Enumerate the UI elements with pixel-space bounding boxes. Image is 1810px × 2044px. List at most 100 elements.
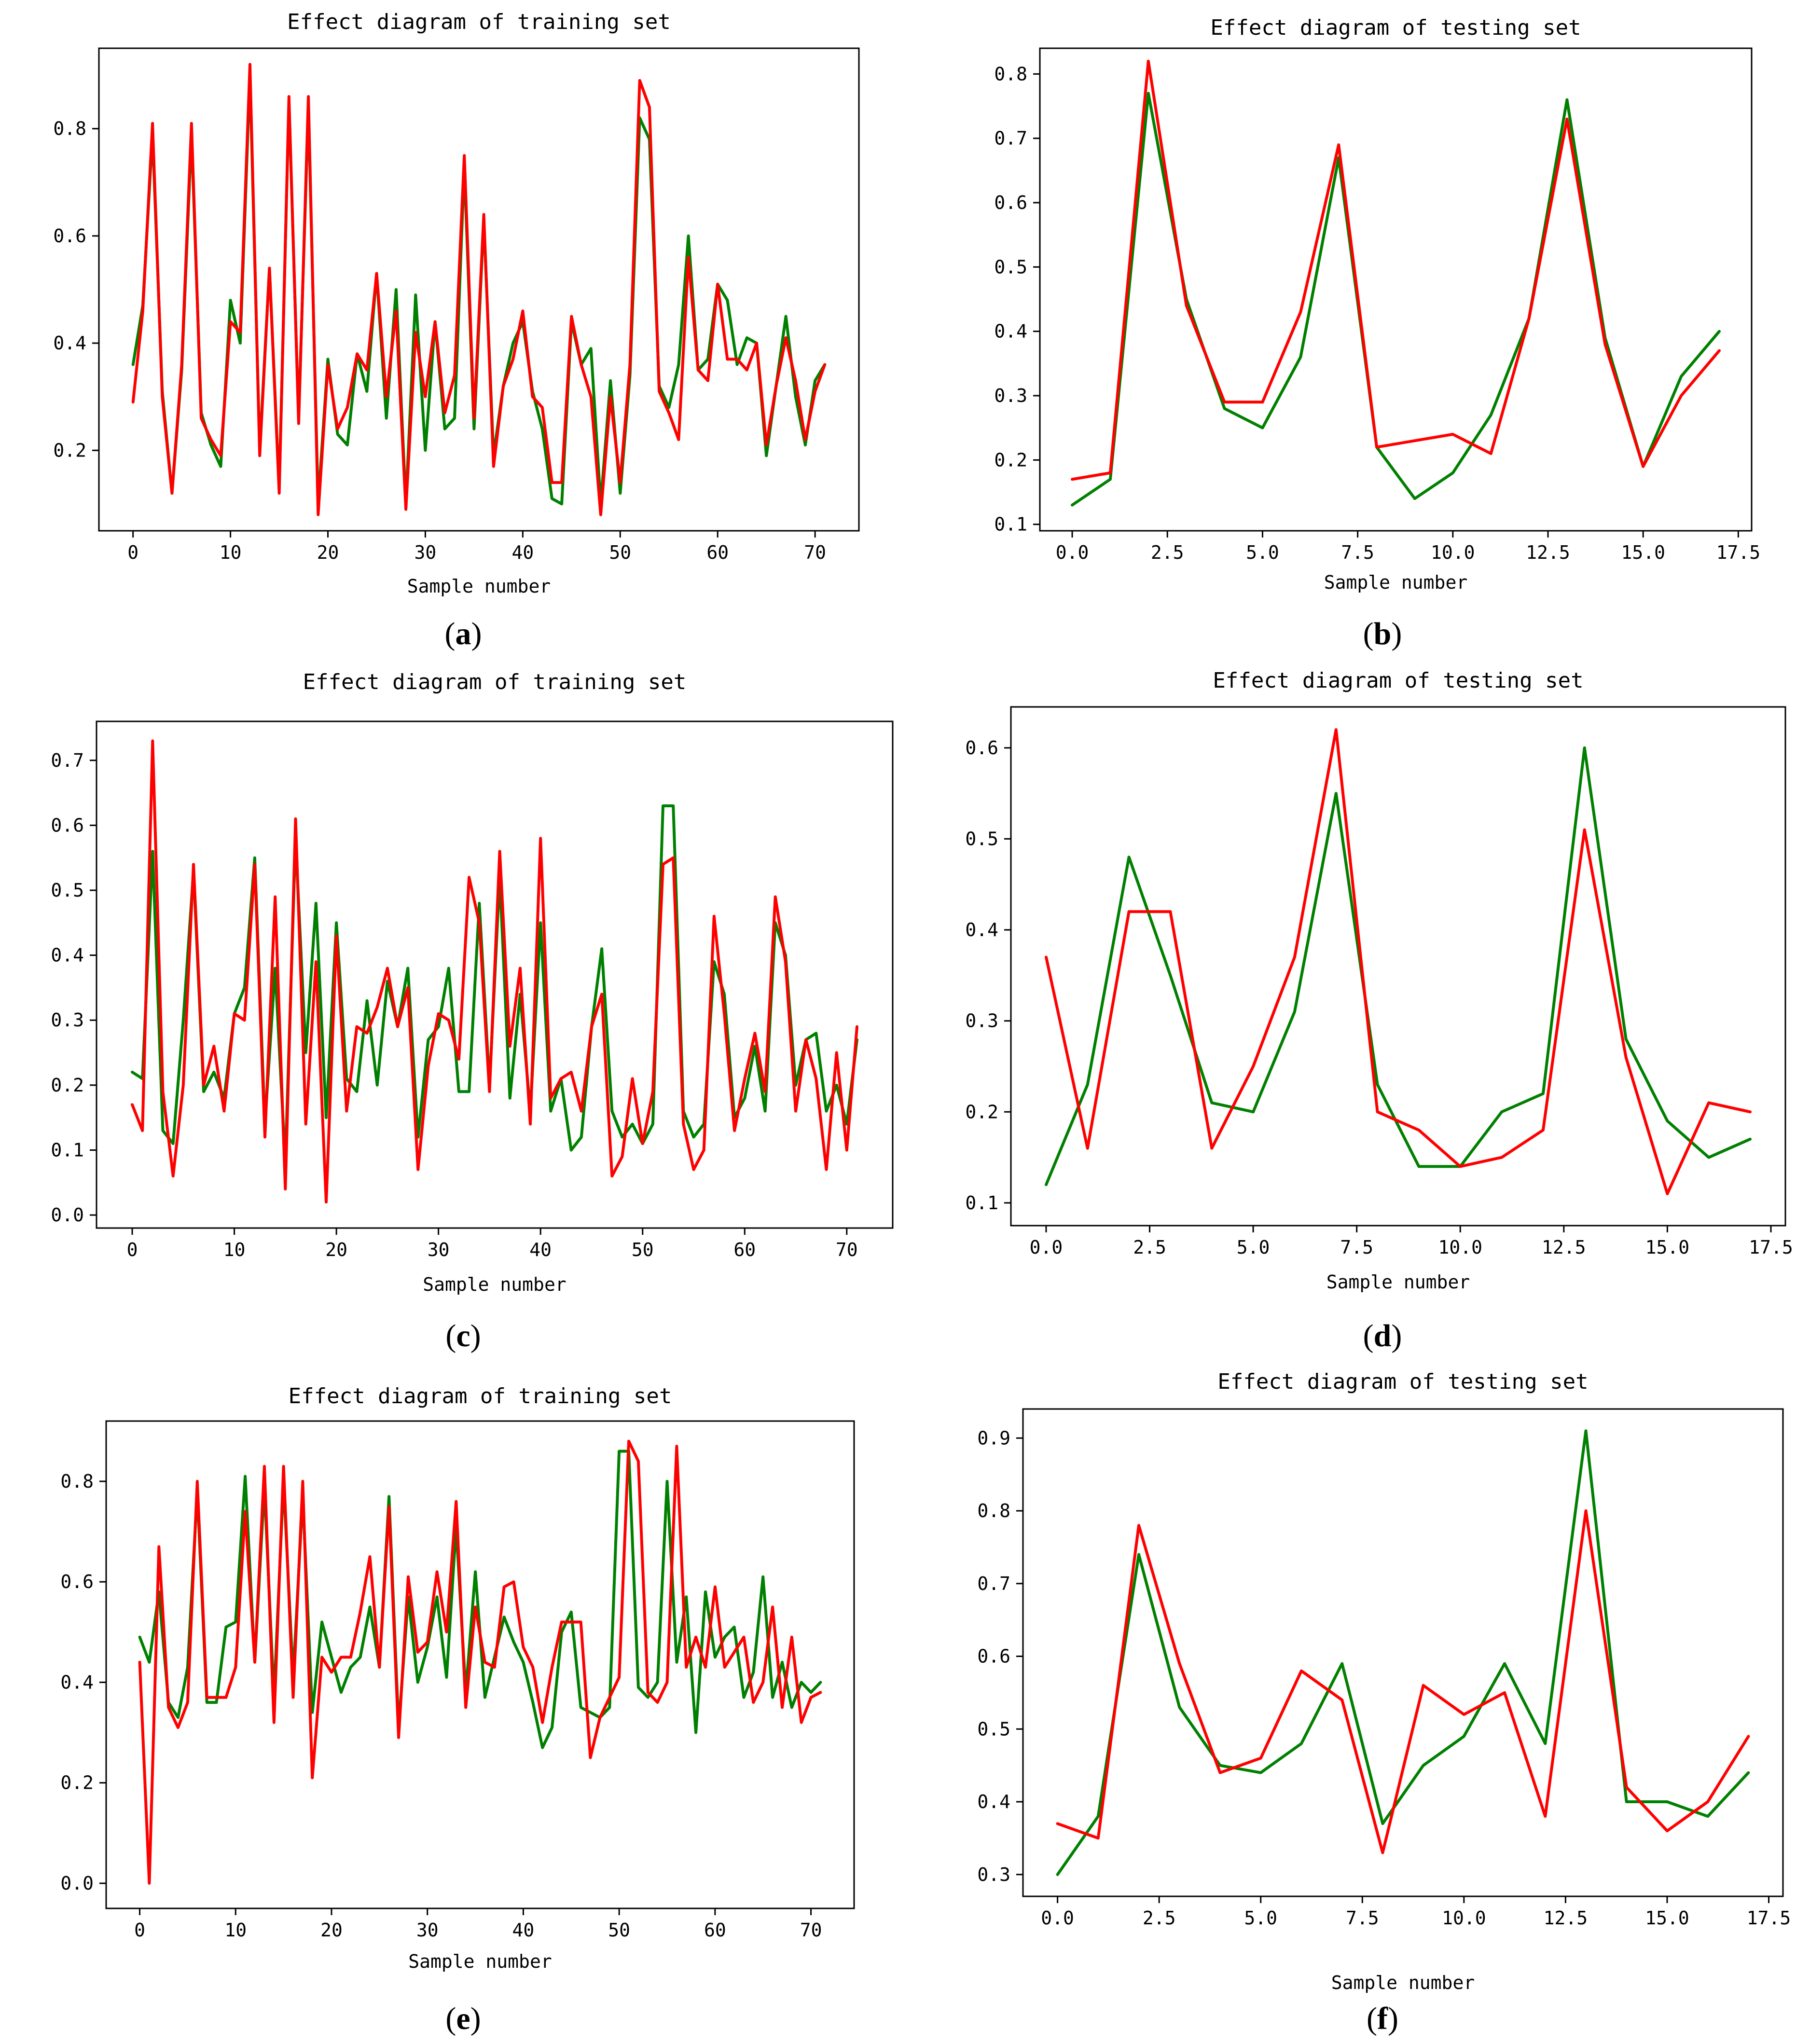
series-line-predicted	[131, 739, 858, 1204]
y-tick-label: 0.5	[51, 880, 84, 901]
y-tick-label: 0.6	[965, 737, 998, 759]
panel-letter: e	[456, 2001, 470, 2036]
x-tick-label: 50	[608, 1920, 630, 1941]
y-tick-label: 0.2	[51, 1075, 84, 1096]
x-axis-label: Sample number	[423, 1274, 566, 1295]
y-tick-label: 0.8	[60, 1471, 94, 1492]
y-tick-label: 0.4	[53, 332, 86, 354]
plot-frame	[98, 47, 860, 532]
x-axis-label: Sample number	[1331, 1972, 1475, 1993]
x-tick-label: 17.5	[1747, 1907, 1791, 1929]
panel-label: (e)	[445, 2001, 481, 2036]
y-tick-label: 0.4	[994, 321, 1027, 342]
x-tick-label: 0.0	[1041, 1907, 1074, 1929]
chart-title: Effect diagram of training set	[303, 670, 687, 694]
chart-panel-f: Effect diagram of testing set 0.0 2.5 5.0 7.…	[977, 1369, 1791, 2036]
plot-frame	[1022, 1408, 1784, 1897]
y-tick-label: 0.8	[53, 118, 86, 139]
series-line-predicted	[1045, 728, 1752, 1195]
x-tick-label: 15.0	[1621, 542, 1665, 563]
y-tick-label: 0.6	[53, 225, 86, 247]
x-tick-label: 5.0	[1246, 542, 1279, 563]
y-tick-label: 0.7	[994, 128, 1027, 149]
x-tick-label: 7.5	[1346, 1907, 1379, 1929]
series-line-predicted	[1056, 1509, 1750, 1854]
x-tick-label: 15.0	[1645, 1237, 1690, 1258]
x-tick-label: 70	[836, 1239, 858, 1260]
plot-area	[1071, 59, 1721, 507]
plot-area	[131, 739, 858, 1204]
x-tick-label: 70	[800, 1920, 822, 1941]
x-tick-label: 0	[127, 542, 138, 563]
x-tick-label: 20	[325, 1239, 347, 1260]
x-tick-label: 20	[317, 542, 339, 563]
y-tick-label: 0.1	[994, 514, 1027, 535]
x-tick-label: 15.0	[1645, 1907, 1689, 1929]
y-tick-label: 0.5	[977, 1718, 1010, 1740]
y-tick-label: 0.4	[977, 1791, 1010, 1812]
x-tick-label: 30	[416, 1920, 439, 1941]
panel-label: (a)	[445, 616, 482, 651]
x-tick-label: 12.5	[1544, 1907, 1588, 1929]
chart-panel-d: Effect diagram of testing set 0.0 2.5 5.0 7.…	[965, 668, 1793, 1353]
plot-area	[1045, 728, 1752, 1195]
y-tick-label: 0.5	[994, 256, 1027, 277]
y-tick-label: 0.5	[965, 828, 998, 849]
chart-title: Effect diagram of testing set	[1213, 668, 1583, 693]
x-tick-label: 12.5	[1542, 1237, 1586, 1258]
y-tick-label: 0.3	[51, 1009, 84, 1031]
x-tick-label: 10	[223, 1239, 246, 1260]
plot-frame	[1039, 47, 1753, 532]
y-tick-label: 0.0	[60, 1873, 94, 1894]
y-tick-label: 0.4	[965, 919, 998, 940]
plot-frame	[105, 1420, 855, 1909]
y-tick-label: 0.4	[51, 945, 84, 966]
chart-panel-e: Effect diagram of training set 0 10 20 30 40 5…	[60, 1384, 855, 2036]
plot-area	[138, 1439, 822, 1885]
panel-letter: a	[456, 616, 471, 651]
x-tick-label: 5.0	[1244, 1907, 1277, 1929]
panel-letter: d	[1374, 1318, 1392, 1353]
y-tick-label: 0.6	[51, 815, 84, 836]
y-tick-label: 0.2	[60, 1772, 94, 1794]
x-tick-label: 30	[428, 1239, 450, 1260]
y-tick-label: 0.1	[965, 1192, 998, 1214]
x-tick-label: 10	[224, 1920, 247, 1941]
y-tick-label: 0.3	[965, 1010, 998, 1032]
panel-label: (c)	[445, 1318, 481, 1353]
chart-panel-b: Effect diagram of testing set 0.0 2.5 5.0 7.…	[994, 15, 1760, 651]
chart-panel-c: Effect diagram of training set 0 10 20 30 40 5…	[51, 670, 894, 1353]
x-tick-label: 2.5	[1143, 1907, 1176, 1929]
y-tick-label: 0.8	[977, 1500, 1010, 1521]
y-tick-label: 0.8	[994, 63, 1027, 84]
y-tick-label: 0.2	[53, 440, 86, 461]
chart-panel-a: Effect diagram of training set 0 10 20 30 40 5…	[53, 10, 860, 651]
x-tick-label: 70	[804, 542, 826, 563]
panel-label: (f)	[1367, 2001, 1398, 2036]
x-tick-label: 7.5	[1340, 1237, 1373, 1258]
x-tick-label: 5.0	[1237, 1237, 1270, 1258]
x-axis-label: Sample number	[1326, 1271, 1470, 1293]
plot-frame	[1010, 706, 1786, 1227]
y-tick-label: 0.4	[60, 1671, 94, 1693]
x-tick-label: 2.5	[1151, 542, 1184, 563]
x-tick-label: 50	[632, 1239, 654, 1260]
series-line-predicted	[138, 1439, 822, 1885]
x-tick-label: 0	[127, 1239, 138, 1260]
y-tick-label: 0.6	[994, 192, 1027, 213]
y-tick-label: 0.7	[51, 750, 84, 771]
series-line-predicted	[1071, 59, 1721, 481]
panel-label: (d)	[1363, 1318, 1402, 1353]
series-line-predicted	[131, 63, 827, 516]
y-tick-label: 0.3	[994, 385, 1027, 406]
x-tick-label: 60	[706, 542, 729, 563]
x-axis-label: Sample number	[407, 576, 551, 597]
y-tick-label: 0.6	[60, 1571, 94, 1592]
y-tick-label: 0.2	[994, 449, 1027, 470]
x-tick-label: 10.0	[1442, 1907, 1486, 1929]
panel-letter: c	[456, 1318, 470, 1353]
plot-frame	[96, 720, 894, 1229]
x-axis-label: Sample number	[408, 1951, 552, 1972]
x-tick-label: 50	[609, 542, 631, 563]
